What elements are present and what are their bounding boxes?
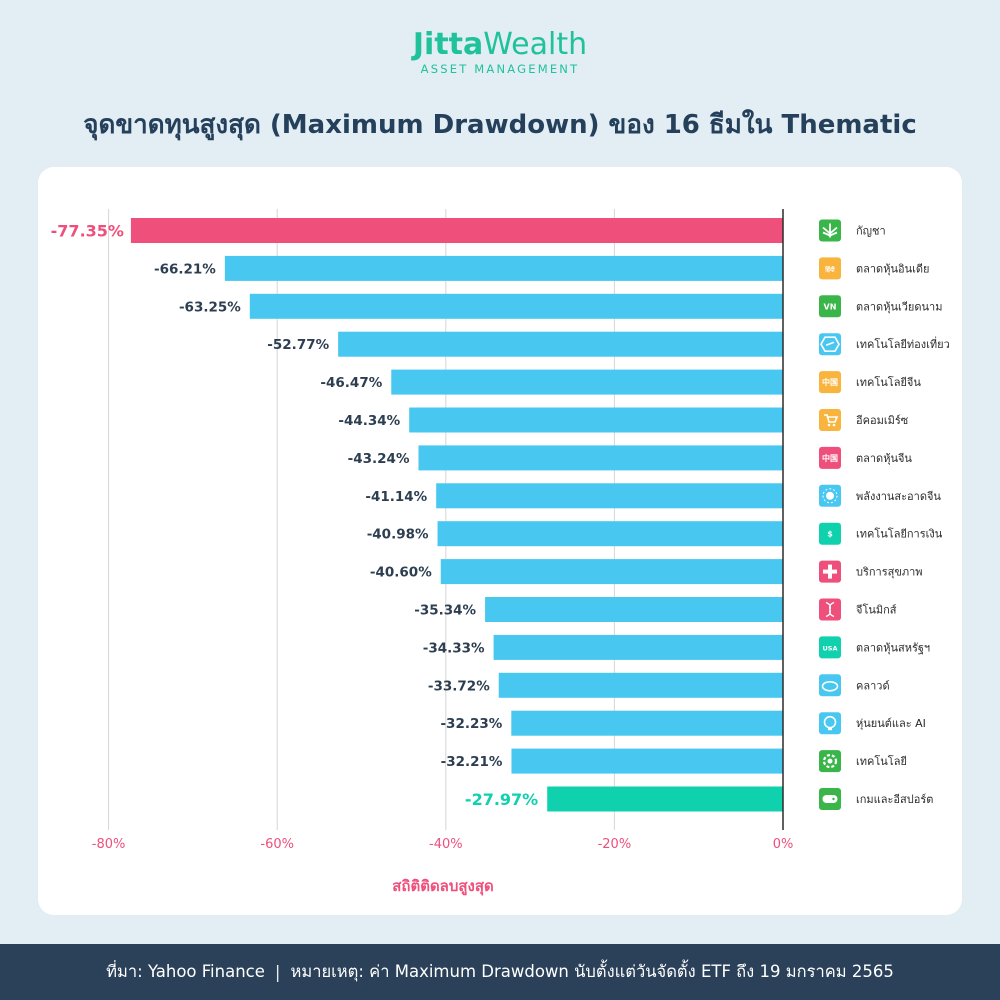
data-label: -40.98% <box>367 527 429 543</box>
legend-category-label: เทคโนโลยีการเงิน <box>856 527 943 541</box>
data-label: -66.21% <box>154 261 216 277</box>
china-tech-icon: 中国 <box>819 371 841 394</box>
data-label: -32.23% <box>440 716 502 732</box>
bar <box>498 672 783 698</box>
data-label: -40.60% <box>370 565 432 581</box>
svg-text:中国: 中国 <box>822 377 838 387</box>
medical-cross-icon <box>819 560 841 583</box>
data-label: -27.97% <box>465 790 538 809</box>
brand-logo: JittaWealth ASSET MANAGEMENT <box>0 27 1000 77</box>
bar <box>418 445 783 471</box>
brand-tagline: ASSET MANAGEMENT <box>420 62 580 76</box>
legend-category-label: เทคโนโลยี <box>856 754 907 768</box>
svg-text:中国: 中国 <box>822 453 838 463</box>
india-hindi-icon: हिंदी <box>819 257 841 280</box>
cloud-icon <box>819 674 841 697</box>
legend-category-label: พลังงานสะอาดจีน <box>856 490 941 503</box>
tick-label: 0% <box>773 837 794 852</box>
bar <box>249 293 784 319</box>
bar <box>224 255 783 281</box>
usa-icon: USA <box>819 636 841 659</box>
data-label: -33.72% <box>428 678 490 694</box>
tick-label: -60% <box>260 837 294 852</box>
data-label: -77.35% <box>51 222 124 241</box>
cannabis-icon <box>819 219 841 242</box>
dollar-icon: $ <box>819 522 841 545</box>
bar <box>547 786 783 812</box>
legend-category-label: คลาวด์ <box>856 679 890 692</box>
legend-category-label: อีคอมเมิร์ซ <box>856 414 909 427</box>
legend-category-label: ตลาดหุ้นสหรัฐฯ <box>856 641 930 654</box>
data-label: -41.14% <box>365 489 427 505</box>
svg-text:VN: VN <box>824 302 837 311</box>
page-title: จุดขาดทุนสูงสุด (Maximum Drawdown) ของ 1… <box>83 110 917 140</box>
tick-label: -40% <box>429 837 463 852</box>
bar <box>437 521 783 547</box>
dna-icon <box>819 598 841 621</box>
footer-source: ที่มา: Yahoo Finance <box>106 962 265 981</box>
legend-category-label: จีโนมิกส์ <box>855 603 896 617</box>
brand-name: Jitta <box>412 27 484 62</box>
drawdown-chart: -77.35% -66.21% -63.25% -52.77% -46.47% -44.3… <box>51 209 950 896</box>
bar <box>511 748 783 774</box>
data-label: -32.21% <box>441 754 503 770</box>
chart-card: -77.35% -66.21% -63.25% -52.77% -46.47% -44.3… <box>38 167 962 915</box>
data-label: -44.34% <box>338 413 400 429</box>
legend-category-label: ตลาดหุ้นจีน <box>856 452 912 465</box>
legend-category-label: บริการสุขภาพ <box>856 566 923 579</box>
footer-bar: ที่มา: Yahoo Finance | หมายเหตุ: ค่า Max… <box>0 944 1000 1000</box>
cart-icon <box>819 409 841 431</box>
bar <box>485 597 783 622</box>
bar <box>511 710 783 736</box>
data-label: -46.47% <box>320 375 382 391</box>
legend-category-label: เทคโนโลยีจีน <box>856 375 921 389</box>
legend-category-label: ตลาดหุ้นอินเดีย <box>856 262 929 275</box>
data-label: -34.33% <box>423 640 485 656</box>
data-label: -35.34% <box>414 603 476 619</box>
bar <box>338 331 783 357</box>
bar <box>436 483 783 509</box>
legend-category-label: เกมและอีสปอร์ต <box>856 793 933 806</box>
footer-note: หมายเหตุ: ค่า Maximum Drawdown นับตั้งแต… <box>290 962 894 981</box>
svg-text:हिंदी: हिंदी <box>824 265 835 273</box>
footer-separator: | <box>274 962 281 982</box>
data-label: -63.25% <box>179 299 241 315</box>
data-label: -52.77% <box>267 337 329 353</box>
gear-icon <box>819 750 841 773</box>
vietnam-flag-icon: VN <box>819 295 841 318</box>
brand-sub: Wealth <box>483 27 588 62</box>
bar <box>391 369 783 395</box>
legend-category-label: กัญชา <box>856 225 886 238</box>
svg-text:$: $ <box>827 530 833 539</box>
bar <box>130 218 783 243</box>
plane-icon <box>819 333 841 356</box>
bar <box>409 407 783 433</box>
robot-head-icon <box>819 712 841 735</box>
tick-label: -80% <box>92 837 126 852</box>
legend-category-label: ตลาดหุ้นเวียดนาม <box>856 300 942 313</box>
gamepad-icon <box>819 788 841 810</box>
solar-icon <box>819 484 841 507</box>
china-flag-icon: 中国 <box>819 446 841 469</box>
x-axis-title: สถิติติดลบสูงสุด <box>392 877 494 896</box>
legend-category-label: เทคโนโลยีท่องเที่ยว <box>856 336 950 351</box>
bar <box>493 634 783 660</box>
tick-label: -20% <box>598 837 632 852</box>
legend-category-label: หุ่นยนต์และ AI <box>856 717 926 730</box>
bar <box>440 559 783 585</box>
svg-text:USA: USA <box>823 644 838 652</box>
data-label: -43.24% <box>348 451 410 467</box>
